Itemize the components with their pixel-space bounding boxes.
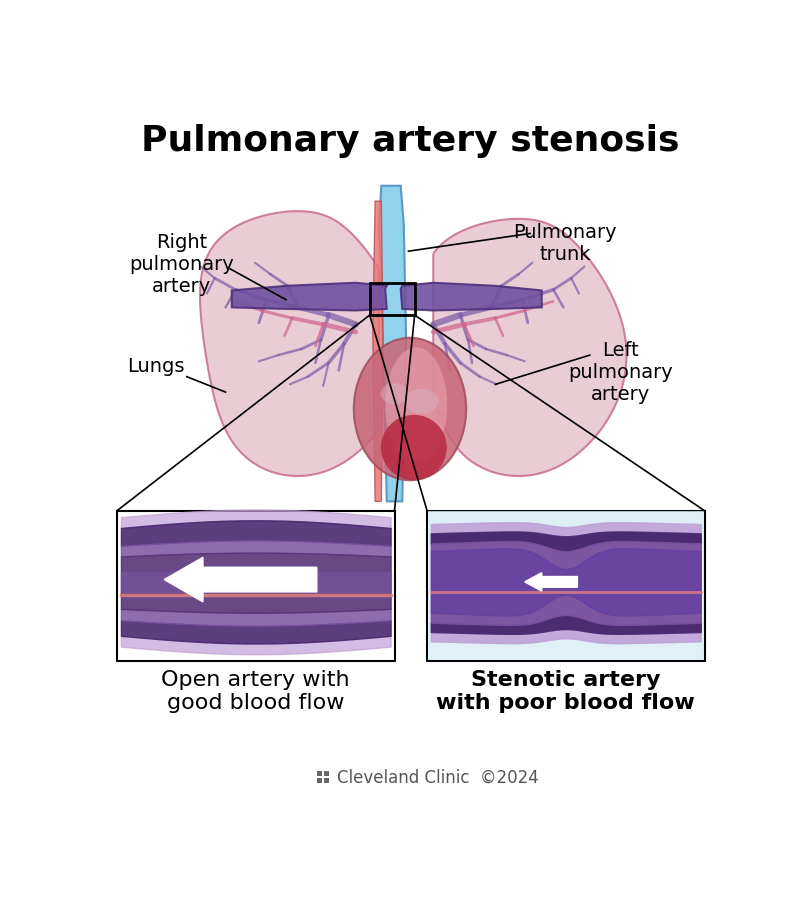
Bar bbox=[370, 283, 414, 315]
Polygon shape bbox=[232, 283, 386, 311]
Ellipse shape bbox=[381, 383, 409, 404]
FancyArrow shape bbox=[164, 557, 317, 602]
Text: Cleveland Clinic  ©2024: Cleveland Clinic ©2024 bbox=[337, 769, 539, 786]
Bar bbox=[427, 511, 705, 660]
Bar bbox=[324, 778, 330, 784]
Ellipse shape bbox=[381, 415, 447, 480]
Polygon shape bbox=[379, 186, 406, 501]
Text: Pulmonary
trunk: Pulmonary trunk bbox=[513, 223, 617, 264]
Text: Stenotic artery
with poor blood flow: Stenotic artery with poor blood flow bbox=[437, 670, 695, 713]
Polygon shape bbox=[200, 211, 379, 476]
Bar bbox=[324, 771, 330, 776]
Bar bbox=[117, 511, 394, 660]
Bar bbox=[428, 511, 704, 546]
Ellipse shape bbox=[354, 338, 466, 480]
Ellipse shape bbox=[405, 389, 438, 414]
Bar bbox=[428, 625, 704, 660]
Ellipse shape bbox=[386, 347, 447, 463]
Polygon shape bbox=[434, 219, 626, 476]
Text: Pulmonary artery stenosis: Pulmonary artery stenosis bbox=[141, 124, 679, 158]
FancyArrow shape bbox=[525, 573, 578, 591]
Polygon shape bbox=[373, 201, 383, 501]
Text: Open artery with
good blood flow: Open artery with good blood flow bbox=[162, 670, 350, 713]
Text: Right
pulmonary
artery: Right pulmonary artery bbox=[129, 234, 234, 296]
Text: Left
pulmonary
artery: Left pulmonary artery bbox=[569, 342, 673, 404]
Bar bbox=[317, 771, 322, 776]
Bar bbox=[317, 778, 322, 784]
Polygon shape bbox=[401, 283, 542, 311]
Text: Lungs: Lungs bbox=[127, 357, 185, 376]
